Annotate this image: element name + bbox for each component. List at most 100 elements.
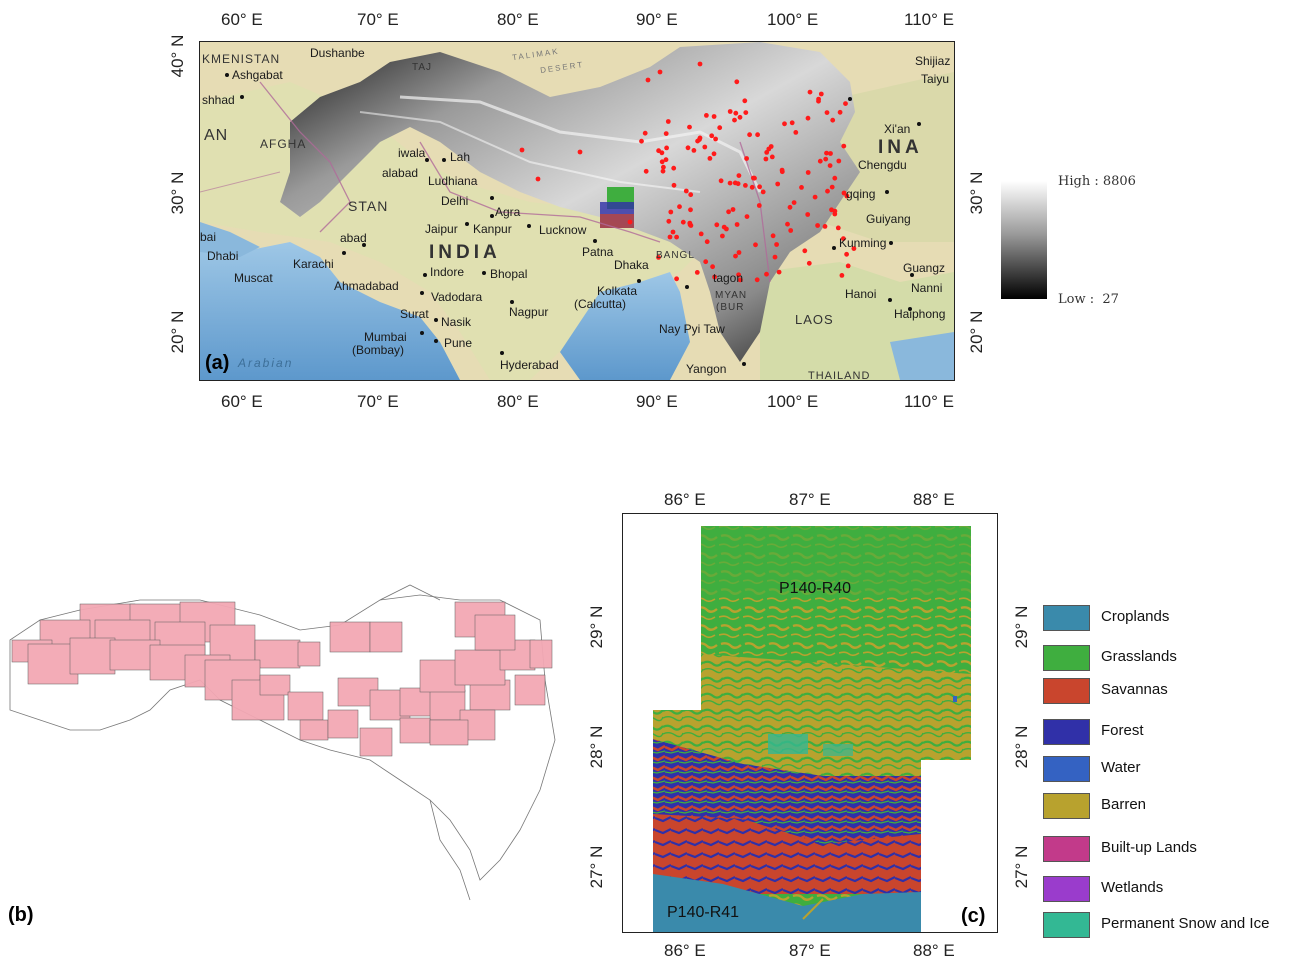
place-label: AFGHA [260, 137, 307, 151]
sample-point [691, 148, 697, 153]
place-label: Lucknow [539, 223, 587, 237]
sample-point [664, 145, 669, 151]
place-label: (Calcutta) [574, 297, 627, 311]
sample-point [832, 211, 838, 217]
right-tick: 29° N [1012, 605, 1031, 649]
place-label: Yangon [686, 362, 727, 376]
panel-a-map [200, 42, 954, 380]
sample-point [732, 117, 737, 123]
sample-point [736, 173, 742, 179]
sample-point [851, 246, 857, 252]
sample-point [683, 188, 689, 194]
sample-point [818, 91, 824, 97]
sample-point [733, 110, 739, 116]
legend-label: Wetlands [1101, 879, 1164, 896]
sample-point [743, 183, 748, 188]
legend-swatch [1043, 645, 1090, 671]
sample-point [714, 222, 720, 228]
sample-point [824, 150, 829, 156]
sample-point [774, 242, 779, 247]
top-tick: 90° E [636, 10, 678, 29]
sample-point [687, 220, 693, 226]
sample-point [687, 124, 692, 130]
place-label: Chengdu [858, 158, 907, 172]
sample-point [805, 170, 811, 175]
sample-point [816, 98, 821, 104]
sample-point [788, 228, 794, 233]
legend-label: Croplands [1101, 608, 1170, 625]
place-label: (BUR [716, 302, 745, 313]
sample-point [799, 185, 804, 190]
sample-point [805, 212, 811, 217]
place-label: Ahmadabad [334, 279, 399, 293]
sample-point [734, 79, 740, 85]
sample-point [841, 190, 847, 196]
sample-point [697, 61, 703, 67]
sample-point [769, 154, 775, 160]
legend-swatch [1043, 719, 1090, 745]
sample-point [674, 276, 679, 282]
place-label: Lah [450, 150, 471, 164]
sample-point [671, 165, 677, 171]
sample-point [680, 219, 686, 225]
legend-swatch [1043, 793, 1090, 819]
sample-point [645, 77, 651, 83]
place-label: shhad [202, 93, 235, 107]
place-label: Ludhiana [428, 174, 478, 188]
sample-point [785, 221, 790, 227]
sample-point [726, 209, 731, 215]
sample-point [688, 207, 693, 213]
sample-point [827, 163, 833, 168]
place-label: STAN [348, 198, 389, 214]
sample-point [713, 136, 718, 142]
place-label: Kanpur [473, 222, 512, 236]
sample-point [737, 114, 743, 120]
place-label: MYAN [715, 290, 748, 301]
sample-point [836, 158, 842, 164]
sample-point [661, 164, 666, 170]
sample-point [666, 218, 672, 224]
sample-point [743, 110, 749, 115]
legend-label: Built-up Lands [1101, 839, 1197, 856]
legend-label: Forest [1101, 722, 1144, 739]
place-label: Indore [430, 265, 465, 279]
sample-point [760, 189, 766, 195]
sample-point [667, 234, 673, 240]
sample-point [830, 117, 836, 123]
sample-point [789, 120, 795, 126]
sample-point [639, 138, 644, 144]
sample-point [805, 115, 811, 121]
sample-point [822, 224, 828, 229]
sample-point [787, 204, 793, 210]
place-label: Hyderabad [500, 358, 559, 372]
sample-point [730, 207, 736, 212]
sample-point [837, 109, 843, 115]
bottom-tick: 86° E [664, 941, 706, 960]
place-label: Mumbai [364, 330, 407, 344]
panel-a-frame [199, 41, 955, 381]
place-label: Surat [400, 307, 429, 321]
sample-point [736, 272, 741, 278]
sample-point [668, 209, 674, 215]
sample-point [754, 277, 760, 283]
place-label: TAJ [412, 62, 433, 73]
elevation-colorbar [1001, 181, 1047, 299]
sample-point [770, 233, 776, 239]
sample-point [752, 175, 757, 181]
place-label: Guangz [903, 261, 946, 275]
sample-point [744, 214, 750, 220]
sample-point [738, 277, 743, 283]
panel-c-frame [622, 513, 998, 933]
place-label: Xi'an [884, 122, 911, 136]
bottom-tick: 88° E [913, 941, 955, 960]
sample-point [835, 225, 841, 231]
sample-point [674, 234, 679, 240]
sample-point [711, 114, 717, 119]
place-label: Dhaka [614, 258, 649, 272]
sample-point [763, 156, 769, 162]
sample-point [823, 156, 829, 162]
sample-point [772, 254, 778, 260]
place-label: gqing [846, 187, 876, 201]
place-label: INDIA [429, 242, 501, 263]
sample-point [839, 273, 845, 278]
